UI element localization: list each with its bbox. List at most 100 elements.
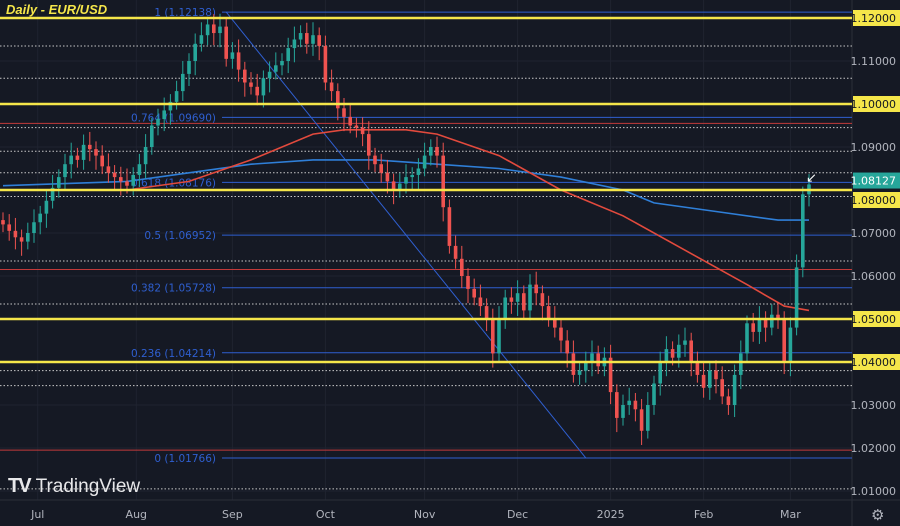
- candle-body: [441, 155, 445, 208]
- candle-body: [577, 370, 582, 375]
- price-axis-label: 1.12000: [851, 12, 897, 25]
- candle-body: [695, 362, 700, 375]
- candle-body: [1, 220, 5, 225]
- candle-body: [528, 284, 532, 311]
- fib-level-label: 0.382 (1.05728): [131, 283, 216, 295]
- price-axis-label: 1.02000: [851, 442, 897, 455]
- candle-body: [305, 33, 309, 44]
- candle-body: [348, 116, 352, 126]
- candle-body: [391, 181, 396, 190]
- candle-body: [280, 61, 284, 66]
- candle-body: [243, 69, 247, 83]
- candle-body: [44, 200, 49, 214]
- candle-body: [584, 362, 588, 371]
- candle-body: [181, 73, 185, 92]
- candle-body: [677, 344, 681, 358]
- time-axis-label: Dec: [507, 508, 528, 521]
- price-axis-label: 1.06000: [851, 270, 897, 283]
- time-axis-label: Feb: [694, 508, 713, 521]
- candle-body: [143, 147, 148, 165]
- time-axis-label: Aug: [126, 508, 147, 521]
- price-axis-label: 1.10000: [851, 98, 897, 111]
- time-axis-label: Jul: [30, 508, 44, 521]
- candle-body: [776, 314, 780, 319]
- candle-body: [13, 230, 18, 238]
- candle-body: [311, 35, 315, 44]
- candle-body: [106, 166, 111, 173]
- candle-body: [714, 370, 718, 380]
- candle-body: [274, 65, 278, 72]
- settings-gear-icon[interactable]: ⚙: [871, 507, 885, 524]
- candle-body: [174, 91, 179, 102]
- candle-body: [435, 147, 439, 156]
- candle-body: [639, 409, 644, 431]
- candle-body: [150, 125, 154, 147]
- moving-average-red: [3, 129, 810, 312]
- candle-body: [460, 258, 464, 276]
- candle-body: [540, 293, 545, 307]
- candle-body: [559, 327, 563, 341]
- candle-body: [453, 245, 458, 259]
- time-axis-label: 2025: [597, 508, 625, 521]
- candle-body: [336, 91, 340, 109]
- candle-body: [298, 33, 303, 40]
- candle-body: [162, 110, 166, 120]
- candle-body: [794, 267, 799, 328]
- candle-body: [286, 48, 290, 61]
- current-price-label: 1.08127: [851, 175, 897, 188]
- price-axis-label: 1.05000: [851, 313, 897, 326]
- price-axis-label: 1.11000: [851, 55, 897, 68]
- candle-body: [379, 164, 383, 173]
- price-tag-highlight: [853, 311, 900, 327]
- fib-level-label: 1 (1.12138): [154, 7, 216, 19]
- fib-level-label: 0 (1.01766): [154, 453, 216, 465]
- candle-body: [701, 374, 706, 388]
- candle-body: [63, 164, 67, 178]
- candle-body: [218, 26, 222, 34]
- candle-body: [763, 319, 768, 328]
- candle-body: [199, 35, 204, 44]
- candle-body: [410, 174, 414, 178]
- brand-name: TradingView: [35, 475, 141, 497]
- candle-body: [608, 357, 613, 393]
- time-axis-label: Nov: [414, 508, 436, 521]
- candle-body: [7, 224, 11, 231]
- moving-average-blue: [2, 159, 809, 221]
- candle-body: [112, 172, 117, 178]
- time-axis-label: Oct: [316, 508, 336, 521]
- candle-body: [422, 155, 427, 169]
- candle-body: [670, 349, 675, 358]
- annotation-arrow-icon: ↙: [806, 170, 817, 185]
- candle-body: [447, 207, 452, 246]
- candle-body: [726, 396, 731, 405]
- price-axis-label: 1.03000: [851, 399, 897, 412]
- price-tag-highlight: [853, 10, 900, 26]
- candle-body: [261, 78, 266, 96]
- candle-body: [472, 288, 476, 298]
- candle-body: [565, 340, 569, 354]
- candle-body: [19, 237, 24, 242]
- candle-body: [187, 61, 191, 74]
- candle-body: [478, 297, 483, 307]
- candle-body: [429, 147, 433, 156]
- candle-body: [81, 144, 86, 160]
- candle-body: [373, 155, 377, 165]
- candle-body: [708, 370, 712, 388]
- candle-body: [156, 119, 160, 126]
- candle-body: [94, 149, 98, 156]
- candle-body: [720, 379, 724, 397]
- candle-body: [596, 353, 600, 367]
- fib-level-label: 0.764 (1.09690): [131, 112, 216, 124]
- price-axis-label: 1.07000: [851, 227, 897, 240]
- candle-body: [491, 319, 495, 354]
- candle-body: [757, 319, 762, 332]
- candle-body: [664, 349, 669, 362]
- candle-body: [571, 353, 576, 375]
- candle-body: [466, 276, 470, 289]
- price-axis-label: 1.04000: [851, 356, 897, 369]
- candle-body: [342, 108, 346, 117]
- candle-body: [782, 319, 786, 362]
- candle-body: [367, 134, 371, 156]
- candle-body: [32, 222, 36, 233]
